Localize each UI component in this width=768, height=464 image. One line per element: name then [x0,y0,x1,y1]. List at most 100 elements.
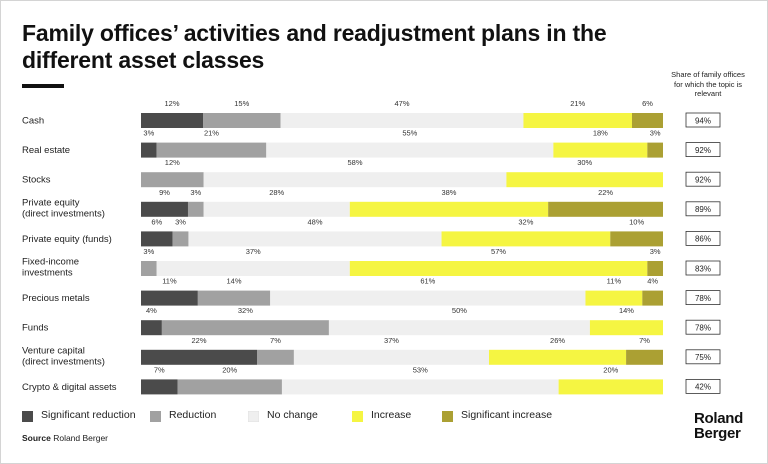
bar-real-estate-significant-increase [647,142,663,158]
value-label-private-equity-funds-reduction: 3% [175,217,186,226]
value-label-real-estate-reduction: 21% [204,129,219,138]
bar-stocks-reduction [141,172,204,188]
bar-private-equity-direct-investments-significant-reduction [141,201,188,217]
bar-funds-significant-reduction [141,320,162,336]
share-value-private-equity-funds: 86% [695,235,711,244]
bar-venture-capital-direct-investments-no-change [293,349,489,365]
source-text: Roland Berger [53,433,109,443]
bar-private-equity-direct-investments-increase [349,201,549,217]
bar-funds-increase [589,320,663,336]
value-label-precious-metals-significant-reduction: 11% [162,277,177,286]
value-label-private-equity-funds-significant-increase: 10% [629,217,644,226]
value-label-stocks-increase: 30% [577,158,592,167]
bar-fixed-income-investments-significant-increase [647,261,663,276]
bar-stocks-increase [506,172,663,188]
bar-fixed-income-investments-reduction [141,261,157,276]
share-value-fixed-income-investments: 83% [695,264,711,273]
bar-private-equity-funds-reduction [172,231,189,247]
bar-fixed-income-investments-increase [349,261,648,276]
category-label-line: Fixed-income [22,257,79,268]
value-label-cash-reduction: 15% [234,99,249,108]
bar-funds-reduction [161,320,329,336]
bar-crypto-and-digital-assets-reduction [177,379,282,395]
category-label-venture-capital-direct-investments: Venture capital (direct investments) [22,345,105,367]
share-box-crypto-and-digital-assets [685,378,721,394]
value-label-private-equity-direct-investments-significant-reduction: 9% [159,188,170,197]
legend-label-significant-increase: Significant increase [461,409,553,421]
category-label-funds: Funds [22,323,49,334]
share-value-stocks: 92% [695,176,711,185]
category-label-stocks: Stocks [22,175,51,186]
share-value-cash: 94% [695,116,711,125]
share-value-real-estate: 92% [695,146,711,155]
bar-cash-no-change [280,113,524,128]
legend-swatch-no-change [248,411,259,422]
category-label-line: Private equity [22,197,80,208]
bar-real-estate-increase [553,142,648,158]
bar-crypto-and-digital-assets-increase [558,379,663,395]
bar-crypto-and-digital-assets-no-change [281,379,559,395]
value-label-venture-capital-direct-investments-increase: 26% [550,336,565,345]
legend-label-increase: Increase [371,409,412,421]
bar-private-equity-funds-no-change [188,231,442,247]
bar-cash-significant-reduction [141,113,204,128]
bar-venture-capital-direct-investments-significant-increase [626,349,663,365]
share-box-precious-metals [685,290,721,306]
value-label-cash-significant-reduction: 12% [165,99,180,108]
bar-venture-capital-direct-investments-significant-reduction [141,349,257,365]
bar-real-estate-no-change [266,142,554,158]
category-label-private-equity-funds: Private equity (funds) [22,234,112,245]
value-label-real-estate-increase: 18% [593,129,608,138]
title-underline [22,84,64,88]
share-value-private-equity-direct-investments: 89% [695,205,711,214]
share-box-private-equity-funds [685,230,721,246]
value-label-cash-increase: 21% [570,99,585,108]
category-label-line: Funds [22,323,49,334]
category-label-real-estate: Real estate [22,145,70,156]
bar-precious-metals-significant-reduction [141,290,198,306]
stacked-bar-chart: Cash 12% 15% 47% 21% 6% 94% Real estate 3% 21% 55%… [22,99,721,395]
share-box-private-equity-direct-investments [685,201,721,217]
value-label-crypto-and-digital-assets-significant-reduction: 7% [154,365,165,374]
category-label-line: investments [22,268,73,279]
category-label-precious-metals: Precious metals [22,293,90,304]
chart-title: Family offices’ activities and readjustm… [22,20,607,73]
value-label-private-equity-funds-increase: 32% [518,217,533,226]
logo-line-1: Roland [694,410,744,427]
roland-berger-logo: Roland Berger [694,411,743,441]
category-label-line: Precious metals [22,293,90,304]
value-label-funds-no-change: 50% [452,306,467,315]
value-label-fixed-income-investments-increase: 57% [491,247,506,256]
value-label-real-estate-significant-reduction: 3% [143,129,154,138]
bar-real-estate-significant-reduction [141,142,157,158]
bar-private-equity-funds-significant-reduction [141,231,173,247]
value-label-private-equity-funds-no-change: 48% [307,217,322,226]
bar-cash-significant-increase [631,113,663,128]
value-label-precious-metals-increase: 11% [607,277,622,286]
value-label-venture-capital-direct-investments-reduction: 7% [270,336,281,345]
bar-fixed-income-investments-no-change [156,261,350,276]
value-label-venture-capital-direct-investments-significant-increase: 7% [639,336,650,345]
category-label-line: Stocks [22,175,51,186]
value-label-real-estate-significant-increase: 3% [650,129,661,138]
legend-label-reduction: Reduction [169,409,217,421]
category-label-crypto-and-digital-assets: Crypto & digital assets [22,382,117,393]
source-label: Source [22,433,51,443]
share-value-crypto-and-digital-assets: 42% [695,383,711,392]
bar-cash-increase [523,113,632,128]
bar-private-equity-direct-investments-significant-increase [548,201,663,217]
value-label-precious-metals-no-change: 61% [420,277,435,286]
legend-label-no-change: No change [267,409,318,421]
value-label-cash-no-change: 47% [394,99,409,108]
bar-real-estate-reduction [156,142,267,158]
share-value-venture-capital-direct-investments: 75% [695,353,711,362]
bar-private-equity-direct-investments-reduction [187,201,204,217]
category-label-line: Crypto & digital assets [22,382,117,393]
value-label-private-equity-direct-investments-significant-increase: 22% [598,188,613,197]
share-value-precious-metals: 78% [695,294,711,303]
bar-precious-metals-increase [585,290,643,306]
value-label-crypto-and-digital-assets-reduction: 20% [222,365,237,374]
share-box-stocks [685,171,721,187]
category-label-private-equity-direct-investments: Private equity (direct investments) [22,197,105,219]
value-label-venture-capital-direct-investments-no-change: 37% [384,336,399,345]
